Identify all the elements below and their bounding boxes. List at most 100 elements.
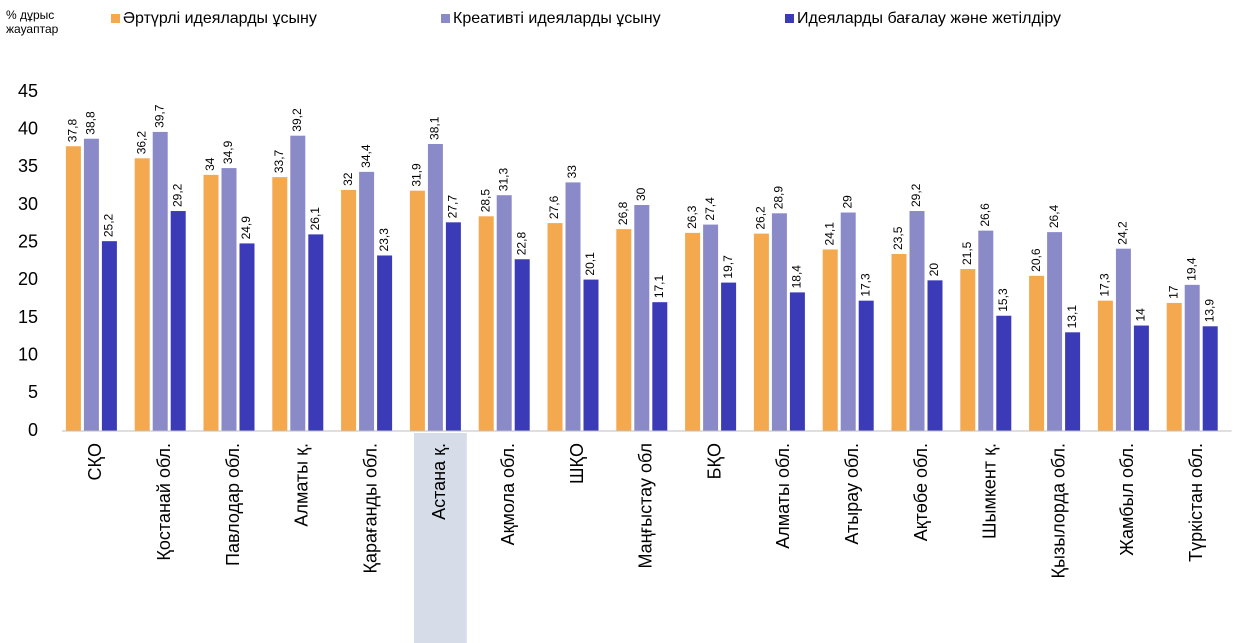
x-tick-label: Алматы қ.	[292, 443, 312, 527]
bar	[685, 232, 701, 431]
x-tick-label: БҚО	[704, 443, 724, 479]
bar	[891, 253, 907, 431]
bar	[822, 249, 838, 431]
bar	[1115, 248, 1131, 431]
bar	[960, 269, 976, 431]
y-tick-label: 20	[18, 269, 38, 289]
bar	[272, 177, 288, 431]
data-label: 36,2	[134, 131, 148, 155]
bar	[978, 230, 994, 431]
bar	[583, 279, 599, 431]
y-axis-label: % дұрыс жауаптар	[6, 8, 59, 36]
bar	[65, 146, 81, 432]
data-label: 26,2	[754, 206, 768, 230]
bar	[753, 233, 769, 431]
data-label: 17,3	[858, 273, 872, 297]
data-label: 39,7	[152, 104, 166, 128]
bar	[290, 135, 306, 431]
data-label: 29,2	[170, 183, 184, 207]
data-label: 13,9	[1202, 299, 1216, 323]
bar	[409, 190, 425, 431]
data-label: 32	[341, 172, 355, 186]
x-tick-label: Алматы обл.	[773, 443, 793, 549]
data-label: 27,6	[547, 195, 561, 219]
bar	[152, 131, 168, 431]
y-tick-label: 5	[28, 382, 38, 402]
bar	[1065, 332, 1081, 431]
data-label: 38,8	[84, 111, 98, 135]
bar	[134, 158, 150, 431]
data-label: 27,4	[703, 197, 717, 221]
bar	[101, 241, 117, 431]
data-label: 26,3	[685, 205, 699, 229]
y-tick-label: 35	[18, 156, 38, 176]
data-label: 14	[1134, 308, 1148, 322]
data-label: 39,2	[290, 108, 304, 132]
data-label: 26,4	[1047, 204, 1061, 228]
bar	[1097, 300, 1113, 431]
data-label: 24,9	[239, 216, 253, 240]
data-label: 15,3	[996, 288, 1010, 312]
data-label: 20,1	[583, 252, 597, 276]
data-label: 37,8	[66, 119, 80, 143]
bar	[514, 259, 530, 431]
bar	[858, 300, 874, 431]
data-label: 34	[203, 157, 217, 171]
category-highlight	[414, 433, 467, 643]
y-tick-label: 45	[18, 81, 38, 101]
bar	[496, 195, 512, 431]
legend-swatch	[111, 14, 120, 23]
legend-swatch	[441, 14, 450, 23]
bar	[427, 143, 443, 432]
legend-label: Әртүрлі идеяларды ұсыну	[123, 10, 317, 27]
bar	[308, 234, 324, 431]
data-label: 24,1	[822, 222, 836, 246]
bar	[341, 189, 357, 431]
bar	[703, 224, 719, 431]
bar	[547, 223, 563, 431]
data-label: 33	[565, 165, 579, 179]
bar	[652, 302, 668, 431]
bar	[359, 171, 375, 431]
x-tick-label: Шымкент қ.	[980, 443, 1000, 539]
bar	[239, 243, 255, 431]
x-tick-label: Ақтөбе обл.	[911, 443, 931, 541]
x-tick-label: Түркістан обл.	[1186, 443, 1206, 562]
data-label: 20	[927, 263, 941, 277]
bar	[377, 255, 393, 431]
y-tick-label: 0	[28, 420, 38, 440]
bar	[203, 174, 219, 431]
data-label: 33,7	[272, 149, 286, 173]
data-label: 17,1	[652, 274, 666, 298]
data-label: 17,3	[1098, 273, 1112, 297]
y-tick-label: 40	[18, 118, 38, 138]
data-label: 26,1	[308, 207, 322, 231]
bar	[221, 168, 237, 431]
data-label: 29	[840, 195, 854, 209]
data-label: 13,1	[1065, 305, 1079, 329]
data-label: 17	[1166, 285, 1180, 299]
data-label: 30	[634, 187, 648, 201]
bar	[1184, 284, 1200, 431]
bar	[789, 292, 805, 431]
data-label: 29,2	[909, 183, 923, 207]
data-label: 28,5	[478, 189, 492, 213]
x-tick-label: Қарағанды обл.	[360, 443, 380, 574]
bar	[771, 213, 787, 431]
x-tick-label: Павлодар обл.	[223, 443, 243, 566]
x-tick-label: Маңғыстау обл	[636, 443, 656, 569]
data-label: 26,8	[616, 201, 630, 225]
bar	[721, 282, 737, 431]
data-label: 24,2	[1116, 221, 1130, 245]
data-label: 20,6	[1029, 248, 1043, 272]
data-label: 38,1	[428, 116, 442, 140]
y-tick-label: 15	[18, 307, 38, 327]
data-label: 28,9	[772, 186, 786, 210]
x-tick-label: СҚО	[85, 443, 105, 481]
bar	[445, 222, 461, 431]
data-label: 27,7	[446, 195, 460, 219]
y-tick-label: 10	[18, 344, 38, 364]
bar	[565, 182, 581, 431]
data-label: 21,5	[960, 241, 974, 265]
